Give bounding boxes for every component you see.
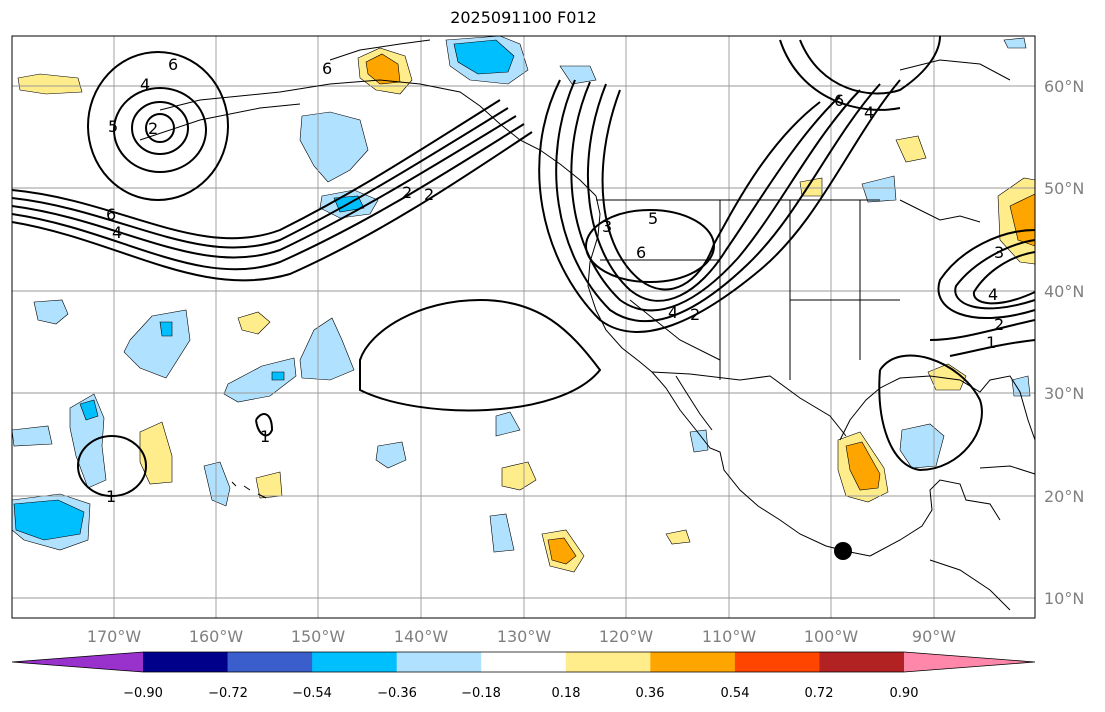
colorbar-tick-label: −0.36 [377, 686, 417, 701]
contour-label: 5 [648, 209, 658, 228]
map-title: 2025091100 F012 [450, 8, 597, 27]
location-marker [834, 542, 852, 560]
lat-tick-label: 40°N [1044, 282, 1084, 301]
colorbar-segment [481, 652, 567, 672]
lat-tick-label: 50°N [1044, 179, 1084, 198]
longitude-labels: 170°W 160°W 150°W 140°W 130°W 120°W 110°… [87, 627, 956, 646]
contour-label: 2 [424, 185, 434, 204]
colorbar-tick-label: −0.90 [123, 686, 163, 701]
contour-label: 1 [106, 487, 116, 506]
colorbar-segment [12, 652, 143, 672]
contour-label: 6 [636, 243, 646, 262]
contour-label: 2 [148, 119, 158, 138]
colorbar-tick-label: 0.18 [552, 686, 581, 701]
colorbar-tick-label: −0.54 [292, 686, 332, 701]
lat-tick-label: 20°N [1044, 487, 1084, 506]
colorbar-segment [396, 652, 482, 672]
lat-tick-label: 10°N [1044, 589, 1084, 608]
contour-label: 4 [140, 75, 150, 94]
contour-label: 2 [402, 183, 412, 202]
contour-label: 1 [260, 427, 270, 446]
contour-label: 1 [986, 333, 996, 352]
contour-label-group: 6 4 2 6 4 2 3 5 6 4 2 3 4 2 1 1 1 6 4 6 … [106, 55, 1004, 506]
coastlines [139, 39, 1036, 611]
colorbar-segment [650, 652, 736, 672]
colorbar-tick-label: −0.18 [461, 686, 501, 701]
contour-label: 6 [322, 59, 332, 78]
shaded-anomaly-regions [11, 35, 1036, 573]
colorbar-segment [565, 652, 651, 672]
map-frame [11, 35, 1036, 619]
lon-tick-label: 140°W [394, 627, 449, 646]
contour-label: 6 [168, 55, 178, 74]
lat-tick-label: 60°N [1044, 77, 1084, 96]
colorbar-tick-label: 0.36 [636, 686, 665, 701]
lon-tick-label: 90°W [912, 627, 956, 646]
colorbar-tick-label: 0.54 [721, 686, 750, 701]
colorbar-segment [819, 652, 905, 672]
contour-label: 5 [108, 117, 118, 136]
contour-lines [11, 35, 1036, 497]
graticule [12, 36, 1035, 618]
colorbar-tick-labels: −0.90 −0.72 −0.54 −0.36 −0.18 0.18 0.36 … [123, 686, 918, 701]
contour-label: 4 [112, 223, 122, 242]
lon-tick-label: 160°W [189, 627, 244, 646]
colorbar [11, 651, 1036, 673]
lon-tick-label: 110°W [702, 627, 757, 646]
contour-label: 6 [834, 91, 844, 110]
colorbar-segment [143, 652, 229, 672]
contour-label: 3 [602, 217, 612, 236]
contour-label: 4 [668, 303, 678, 322]
colorbar-segment [312, 652, 398, 672]
contour-label: 4 [864, 103, 874, 122]
colorbar-tick-label: 0.90 [890, 686, 919, 701]
contour-label: 4 [988, 285, 998, 304]
contour-label: 2 [690, 305, 700, 324]
contour-label: 6 [106, 205, 116, 224]
lat-tick-label: 30°N [1044, 384, 1084, 403]
colorbar-tick-label: 0.72 [805, 686, 834, 701]
colorbar-tick-label: −0.72 [208, 686, 248, 701]
lon-tick-label: 130°W [497, 627, 552, 646]
contour-label: 2 [994, 315, 1004, 334]
colorbar-outline [11, 651, 1036, 673]
lon-tick-label: 150°W [291, 627, 346, 646]
colorbar-segment [904, 652, 1035, 672]
lon-tick-label: 120°W [599, 627, 654, 646]
colorbar-segment [734, 652, 820, 672]
contour-label: 3 [994, 243, 1004, 262]
lon-tick-label: 100°W [804, 627, 859, 646]
latitude-labels: 60°N 50°N 40°N 30°N 20°N 10°N [1044, 77, 1084, 608]
lon-tick-label: 170°W [87, 627, 142, 646]
colorbar-segment [227, 652, 313, 672]
